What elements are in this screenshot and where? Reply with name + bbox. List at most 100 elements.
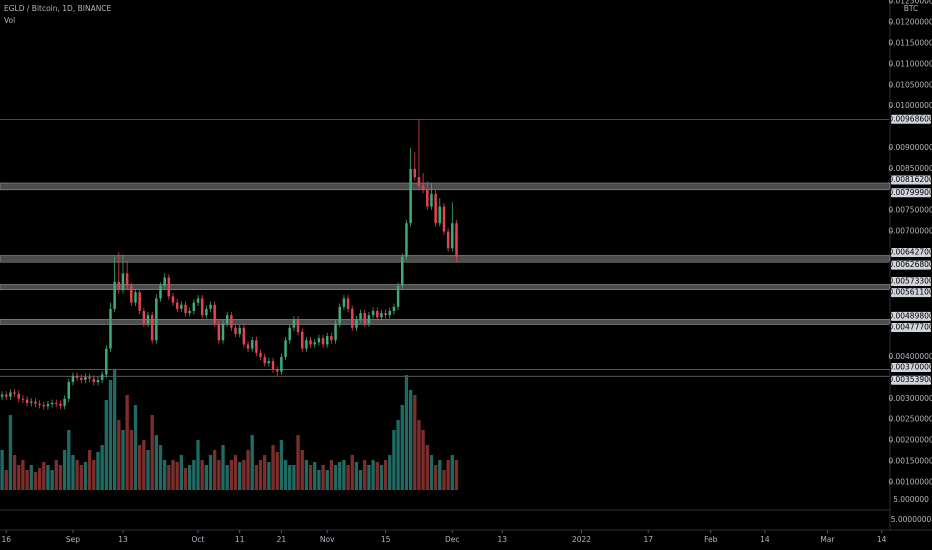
volume-bar [350,455,354,490]
volume-bar [379,465,384,490]
volume-bar [108,380,113,490]
volume-bar [204,465,209,490]
candle-body [180,304,183,309]
chart-title: EGLD / Bitcoin, 1D, BINANCE [4,4,112,13]
volume-bar [217,460,221,490]
candle-body [292,319,296,328]
volume-bar [300,450,304,490]
candle-body [138,292,141,311]
volume-bar [137,445,142,490]
candle-body [338,306,341,324]
x-tick-label: Mar [820,535,835,544]
candle-body [296,319,300,332]
x-tick-label: 13 [118,535,128,544]
candle-body [434,193,437,224]
x-tick-label: 2022 [572,535,591,544]
volume-bar [358,470,363,490]
volume-bar [279,440,284,490]
price-tag: 0.00642700 [888,248,932,257]
candle-body [196,298,200,303]
x-tick-label: Nov [320,535,335,544]
volume-bar [25,470,29,490]
volume-bar [4,470,8,490]
volume-bar [342,460,346,490]
volume-bar [296,435,300,490]
volume-bar [117,420,121,490]
y-tick-label: 0.01000000 [888,101,932,110]
candle-body [267,361,271,364]
volume-bar [183,468,188,490]
candle-body [426,189,429,207]
volume-bar [242,460,246,490]
candle-body [109,308,112,349]
candle-body [130,285,133,303]
candle-body [5,394,8,397]
volume-bar [429,455,434,490]
volume-bar [263,455,267,490]
volume-bar [58,465,63,490]
candle-body [371,310,375,316]
volume-bar [371,460,375,490]
volume-bar [154,435,158,490]
volume-bar [225,465,229,490]
price-tag-bg [891,277,931,287]
volume-bar [129,430,133,490]
candle-body [34,401,37,404]
volume-bar [438,460,442,490]
price-tag-bg [891,114,931,124]
volume-bar [133,405,138,490]
candle-body [100,374,104,380]
candle-body [217,323,221,341]
volume-bar [50,470,54,490]
price-tag-bg [891,188,931,198]
volume-bar [17,465,21,490]
volume-bar [79,465,83,490]
candle-body [142,310,146,324]
volume-bar [433,465,438,490]
candle-body [430,193,433,207]
volume-bar [104,400,108,490]
volume-bar [238,462,242,490]
volume-bar [275,452,279,490]
price-tag-bg [891,288,931,298]
volume-bar [33,472,38,490]
volume-bar [454,460,459,490]
volume-bar [367,465,371,490]
candle-body [113,281,116,309]
candle-body [250,340,254,349]
y-tick-label: 0.00300000 [888,394,932,403]
x-tick-label: 11 [235,535,245,544]
volume-bar [162,460,167,490]
zone [0,319,891,325]
candle-body [321,338,325,345]
candle-body [121,273,125,291]
y-tick-label: 0.01250000 [888,0,932,6]
volume-bar [0,450,4,490]
candle-body [388,310,392,316]
volume-bar [92,460,96,490]
candle-body [280,356,283,372]
price-tag: 0.00370000 [888,362,932,371]
price-axis: 0.00816200 0.00799900 0.00642700 0.00626800… [888,0,932,524]
candle-body [438,206,442,224]
candle-body [334,323,337,341]
price-tag: 0.00353900 [888,375,932,384]
candle-body [134,292,137,303]
volume-bar [200,460,204,490]
candle-body [25,399,29,403]
volume-bar [83,462,88,490]
candle-body [146,315,150,324]
y-tick-label: 0.00150000 [888,456,932,465]
zone [0,284,891,290]
y-tick-label: 0.00900000 [888,143,932,152]
candle-body [246,344,250,349]
volume-bar [388,455,392,490]
candle-body [192,302,196,311]
volume-bar [158,445,163,490]
candle-body [221,323,225,341]
y-tick-label: 0.00700000 [888,227,932,236]
volume-bar [333,465,338,490]
volume-bar [167,465,171,490]
candle-body [300,331,304,349]
volume-bar [304,460,309,490]
